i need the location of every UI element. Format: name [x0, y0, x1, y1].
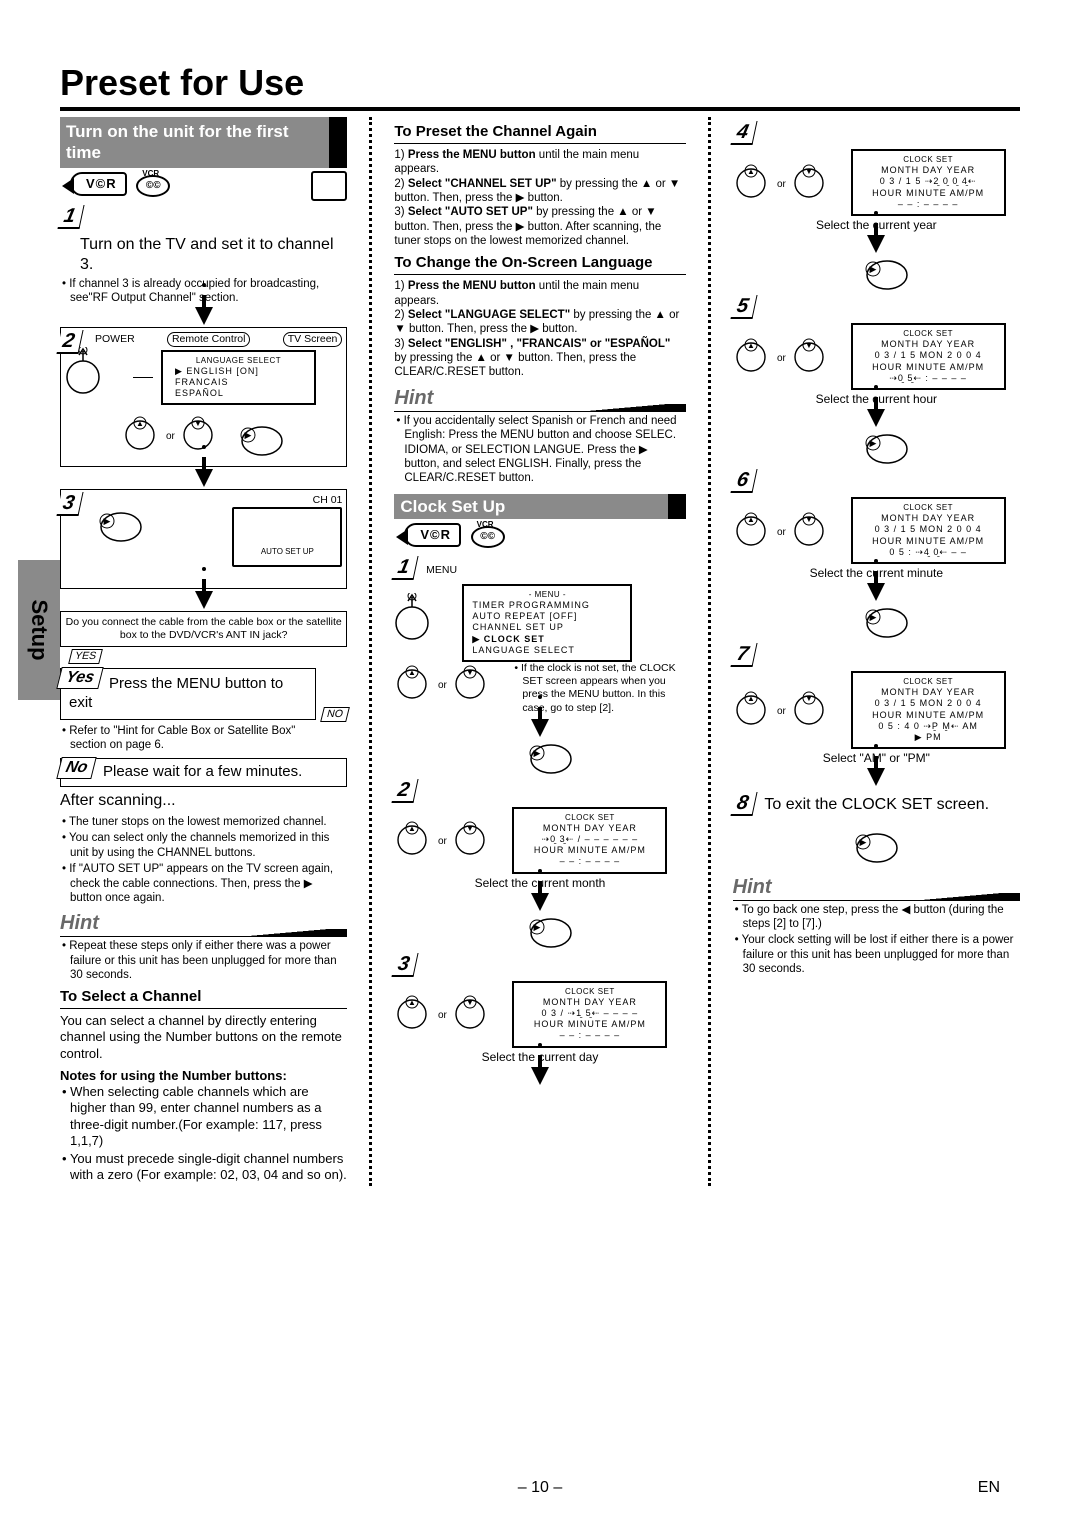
arrow-icon	[531, 719, 549, 737]
up-down-icon	[733, 509, 843, 553]
vcr-badge: V©R	[70, 172, 127, 196]
page-footer: – 10 – EN	[0, 1478, 1080, 1498]
cc-badge: ©©	[136, 175, 170, 197]
play-icon	[236, 421, 286, 457]
no-box: No Please wait for a few minutes.	[60, 758, 347, 787]
arrow-icon	[867, 409, 885, 427]
clock-screen-year: CLOCK SET MONTH DAY YEAR 0 3 / 1 5 ⇢2̱ 0…	[851, 149, 1006, 216]
arrow-icon	[195, 307, 213, 325]
arrow-icon	[867, 583, 885, 601]
preset-again-header: To Preset the Channel Again	[394, 123, 685, 144]
banner-turn-on: Turn on the unit for the first time	[60, 117, 347, 168]
clock-step-5: 5 CLOCK SET MONTH DAY YEAR 0 3 / 1 5 MON…	[733, 291, 1020, 465]
clock-setup-banner: Clock Set Up	[394, 494, 685, 519]
no-tag: NO	[320, 707, 350, 722]
up-down-icon	[394, 818, 504, 862]
hint-header: Hint	[60, 911, 347, 937]
select-channel-header: To Select a Channel	[60, 988, 347, 1009]
select-channel-text: You can select a channel by directly ent…	[60, 1013, 347, 1062]
play-icon	[525, 913, 575, 949]
yes-box: Yes Press the MENU button to exit	[60, 668, 316, 720]
notes-header: Notes for using the Number buttons:	[60, 1068, 347, 1084]
tv-icon	[311, 171, 347, 201]
label-tvscreen: TV Screen	[283, 332, 343, 347]
clock-step-2: 2	[392, 779, 419, 803]
press-menu-icon	[394, 593, 454, 653]
hint-header-c: Hint	[733, 875, 1020, 901]
play-icon	[851, 828, 901, 864]
play-icon	[95, 507, 145, 543]
language-select-screen: LANGUAGE SELECT ▶ ENGLISH [ON] FRANCAIS …	[161, 350, 316, 406]
up-down-icon	[733, 335, 843, 379]
clock-screen-day: CLOCK SET MONTH DAY YEAR 0 3 / ⇢1̱ 5̱⇠ –…	[512, 981, 667, 1048]
clock-screen-hour: CLOCK SET MONTH DAY YEAR 0 3 / 1 5 MON 2…	[851, 323, 1006, 390]
play-icon	[861, 429, 911, 465]
arrow-icon	[531, 1067, 549, 1085]
auto-setup-screen: AUTO SET UP	[232, 507, 342, 567]
notes-bullets: When selecting cable channels which are …	[60, 1084, 347, 1184]
up-down-icon	[733, 688, 843, 732]
yes-note: Refer to "Hint for Cable Box or Satellit…	[60, 724, 316, 753]
arrow-icon	[867, 235, 885, 253]
menu-screen: - MENU - TIMER PROGRAMMING AUTO REPEAT […	[462, 584, 632, 662]
label-remote: Remote Control	[167, 332, 251, 347]
yes-tag: YES	[68, 649, 103, 664]
up-down-icon	[394, 992, 504, 1036]
arrow-icon	[531, 893, 549, 911]
clock-step-1: 1	[392, 556, 419, 580]
lang-steps: 1) Press the MENU button until the main …	[394, 279, 685, 380]
clock-step-8: 8 To exit the CLOCK SET screen.	[733, 788, 1020, 868]
arrow-icon	[867, 768, 885, 786]
clock-step-3: 3	[392, 953, 419, 977]
play-icon	[525, 739, 575, 775]
column-middle: To Preset the Channel Again 1) Press the…	[394, 117, 685, 1186]
step-1-text: Turn on the TV and set it to channel 3.	[80, 235, 347, 275]
hint-text-b: If you accidentally select Spanish or Fr…	[394, 414, 685, 486]
column-left: Turn on the unit for the first time V©R …	[60, 117, 347, 1186]
play-icon	[861, 255, 911, 291]
cable-question: Do you connect the cable from the cable …	[60, 611, 347, 647]
clock-screen-month: CLOCK SET MONTH DAY YEAR ⇢0̱ 3̱⇠ / – – –…	[512, 807, 667, 874]
page-title: Preset for Use	[60, 60, 1020, 111]
arrow-icon	[195, 469, 213, 487]
after-scanning: After scanning...	[60, 791, 347, 811]
cc-badge: ©©	[471, 526, 505, 548]
up-down-icon	[122, 413, 232, 457]
label-ch01: CH 01	[65, 494, 342, 507]
clock-screen-minute: CLOCK SET MONTH DAY YEAR 0 3 / 1 5 MON 2…	[851, 497, 1006, 564]
menu-label: MENU	[426, 564, 457, 576]
sidebar-setup-tab: Setup	[18, 560, 60, 700]
clock-step-4: 4 CLOCK SET MONTH DAY YEAR 0 3 / 1 5 ⇢2̱…	[733, 117, 1020, 291]
press-power-icon	[65, 347, 125, 407]
step-3-num: 3	[56, 492, 83, 516]
vcr-badge: V©R	[404, 523, 461, 547]
up-down-icon	[394, 662, 504, 706]
arrow-icon	[195, 591, 213, 609]
up-down-icon	[733, 161, 843, 205]
clock-step-6: 6 CLOCK SET MONTH DAY YEAR 0 3 / 1 5 MON…	[733, 465, 1020, 639]
change-lang-header: To Change the On-Screen Language	[394, 254, 685, 275]
after-bullets: The tuner stops on the lowest memorized …	[60, 815, 347, 905]
hint-bullets-a: Repeat these steps only if either there …	[60, 939, 347, 982]
preset-steps: 1) Press the MENU button until the main …	[394, 148, 685, 249]
label-power: POWER	[95, 333, 135, 346]
column-right: 4 CLOCK SET MONTH DAY YEAR 0 3 / 1 5 ⇢2̱…	[733, 117, 1020, 1186]
play-icon	[861, 603, 911, 639]
hint-bullets-c: To go back one step, press the ◀ button …	[733, 903, 1020, 977]
clock-step-7: 7 CLOCK SET MONTH DAY YEAR 0 3 / 1 5 MON…	[733, 639, 1020, 786]
hint-header-b: Hint	[394, 386, 685, 412]
clock-screen-ampm: CLOCK SET MONTH DAY YEAR 0 3 / 1 5 MON 2…	[851, 671, 1006, 749]
step-1-num: 1	[57, 205, 84, 229]
